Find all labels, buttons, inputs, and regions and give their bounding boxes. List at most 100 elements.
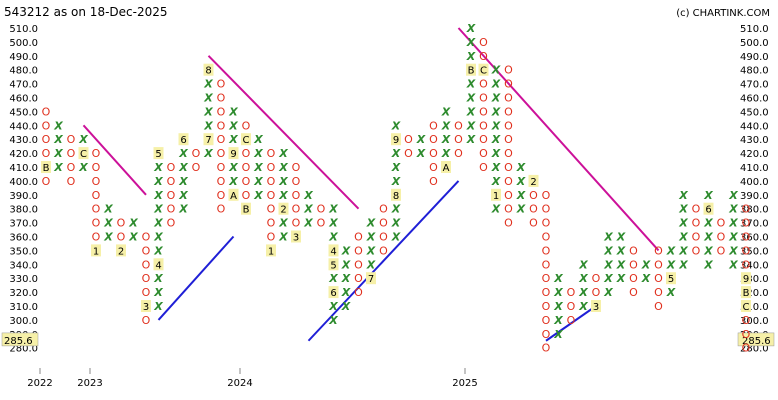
x-box: X [128, 231, 138, 244]
x-box: X [103, 203, 113, 216]
x-box: X [678, 258, 688, 271]
chart-credit: (c) CHARTINK.COM [676, 8, 770, 19]
x-box: X [228, 133, 238, 146]
o-box: O [267, 203, 276, 216]
o-box: O [92, 175, 101, 188]
o-box: O [542, 231, 551, 244]
o-box: O [217, 147, 226, 160]
x-box: X [328, 272, 338, 285]
y-tick-label: 410.0 [740, 163, 769, 174]
o-box: O [742, 328, 751, 341]
x-box: X [253, 175, 263, 188]
x-box: X [728, 231, 738, 244]
x-box: X [203, 92, 213, 105]
y-tick-label: 400.0 [740, 177, 769, 188]
y-tick-label: 450.0 [740, 107, 769, 118]
o-box: O [542, 189, 551, 202]
x-box: X [278, 147, 288, 160]
x-box: X [466, 36, 476, 49]
o-box: O [504, 147, 513, 160]
o-box: O [142, 231, 151, 244]
o-box: O [567, 286, 576, 299]
x-box: X [466, 105, 476, 118]
x-box: X [553, 328, 563, 341]
x-box: X [203, 105, 213, 118]
x-box: X [153, 300, 163, 313]
o-box: O [742, 244, 751, 257]
o-box: O [292, 217, 301, 230]
o-box: O [292, 203, 301, 216]
y-tick-label: 350.0 [9, 246, 38, 257]
x-box: X [341, 300, 351, 313]
x-box: X [303, 203, 313, 216]
x-box: X [516, 203, 526, 216]
o-box: O [542, 314, 551, 327]
x-box: X [466, 119, 476, 132]
x-box: X [703, 231, 713, 244]
o-box: O [317, 203, 326, 216]
o-box: O [479, 92, 488, 105]
x-box: X [491, 119, 501, 132]
o-box: O [504, 189, 513, 202]
x-box: X [553, 272, 563, 285]
month-marker-bg [241, 202, 251, 215]
month-marker-bg [153, 147, 164, 160]
y-tick-label: 470.0 [740, 80, 769, 91]
x-tick-label: 2022 [27, 378, 52, 389]
x-box: X [728, 244, 738, 257]
month-marker: 5 [330, 260, 336, 271]
month-marker-bg [391, 188, 401, 201]
x-box: X [416, 147, 426, 160]
bullish-trendline [157, 235, 235, 321]
x-box: X [666, 286, 676, 299]
month-marker: A [230, 191, 237, 202]
o-box: O [67, 147, 76, 160]
month-marker-bg [466, 63, 476, 76]
y-tick-label: 500.0 [740, 38, 769, 49]
x-box: X [491, 92, 501, 105]
x-axis: 2022 2023 2024 2025 [27, 368, 478, 389]
x-box: X [491, 133, 501, 146]
x-box: X [678, 231, 688, 244]
x-box: X [466, 22, 476, 35]
o-box: O [654, 286, 663, 299]
o-box: O [742, 314, 751, 327]
x-box: X [228, 175, 238, 188]
o-box: O [67, 133, 76, 146]
o-box: O [504, 217, 513, 230]
y-tick-label: 320.0 [9, 288, 38, 299]
month-marker-bg [528, 174, 539, 187]
x-box: X [441, 105, 451, 118]
x-box: X [578, 258, 588, 271]
month-marker: 1 [93, 246, 99, 257]
o-box: O [142, 272, 151, 285]
y-tick-label: 490.0 [9, 52, 38, 63]
x-box: X [78, 133, 88, 146]
month-marker-bg [278, 202, 289, 215]
month-marker: 2 [118, 246, 124, 257]
y-tick-label: 500.0 [9, 38, 38, 49]
o-box: O [217, 78, 226, 91]
x-box: X [153, 217, 163, 230]
o-box: O [142, 258, 151, 271]
o-box: O [92, 147, 101, 160]
last-price-box [1, 332, 39, 347]
x-box: X [366, 217, 376, 230]
o-box: O [479, 147, 488, 160]
o-box: O [404, 133, 413, 146]
y-tick-label: 510.0 [740, 24, 769, 35]
o-box: O [717, 217, 726, 230]
o-box: O [92, 231, 101, 244]
x-box: X [641, 272, 651, 285]
o-box: O [529, 203, 538, 216]
month-marker: 5 [668, 274, 674, 285]
o-box: O [504, 133, 513, 146]
x-box: X [616, 244, 626, 257]
o-box: O [92, 203, 101, 216]
x-box: X [366, 244, 376, 257]
o-box: O [292, 189, 301, 202]
x-box: X [253, 161, 263, 174]
x-box: X [578, 286, 588, 299]
o-box: O [504, 161, 513, 174]
x-box: X [203, 78, 213, 91]
